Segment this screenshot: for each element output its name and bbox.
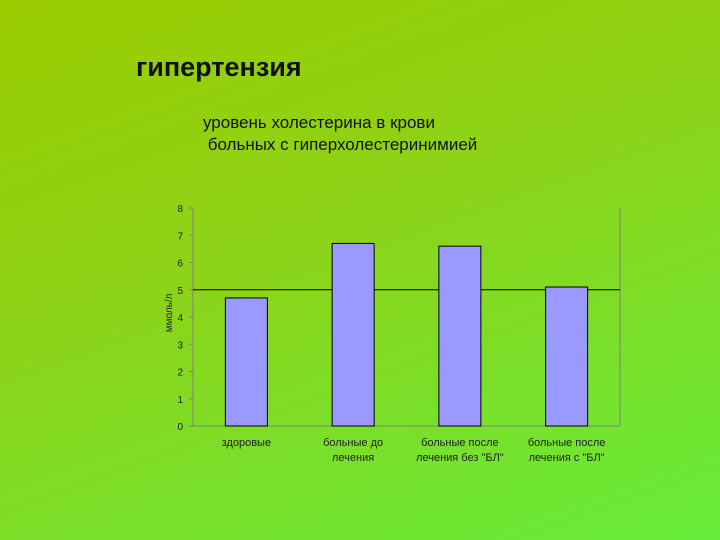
category-label: здоровые bbox=[222, 437, 271, 449]
y-tick-label: 8 bbox=[177, 204, 183, 215]
y-tick-label: 5 bbox=[177, 286, 183, 297]
bar bbox=[224, 297, 268, 427]
y-tick-label: 4 bbox=[177, 313, 183, 324]
bar bbox=[331, 242, 375, 427]
category-label: лечения без "БЛ" bbox=[416, 452, 504, 464]
category-label: больные после bbox=[528, 437, 606, 449]
y-tick-label: 2 bbox=[177, 368, 183, 379]
y-tick-label: 1 bbox=[177, 395, 183, 406]
y-tick-label: 7 bbox=[177, 231, 183, 242]
subtitle-line-2: больных с гиперхолестеринимией bbox=[203, 135, 478, 154]
bar bbox=[438, 245, 482, 427]
y-axis-label: ммоль/л bbox=[164, 293, 175, 332]
y-tick-label: 3 bbox=[177, 340, 183, 351]
category-label: лечения bbox=[332, 452, 374, 464]
chart-subtitle: уровень холестерина в крови больных с ги… bbox=[203, 112, 477, 156]
y-tick-label: 6 bbox=[177, 259, 183, 270]
category-label: лечения с "БЛ" bbox=[529, 452, 605, 464]
category-label: больные после bbox=[421, 437, 499, 449]
y-tick-label: 0 bbox=[177, 422, 183, 433]
bar bbox=[545, 286, 589, 427]
slide-title: гипертензия bbox=[136, 52, 302, 82]
subtitle-line-1: уровень холестерина в крови bbox=[203, 113, 435, 132]
category-label: больные до bbox=[323, 437, 383, 449]
